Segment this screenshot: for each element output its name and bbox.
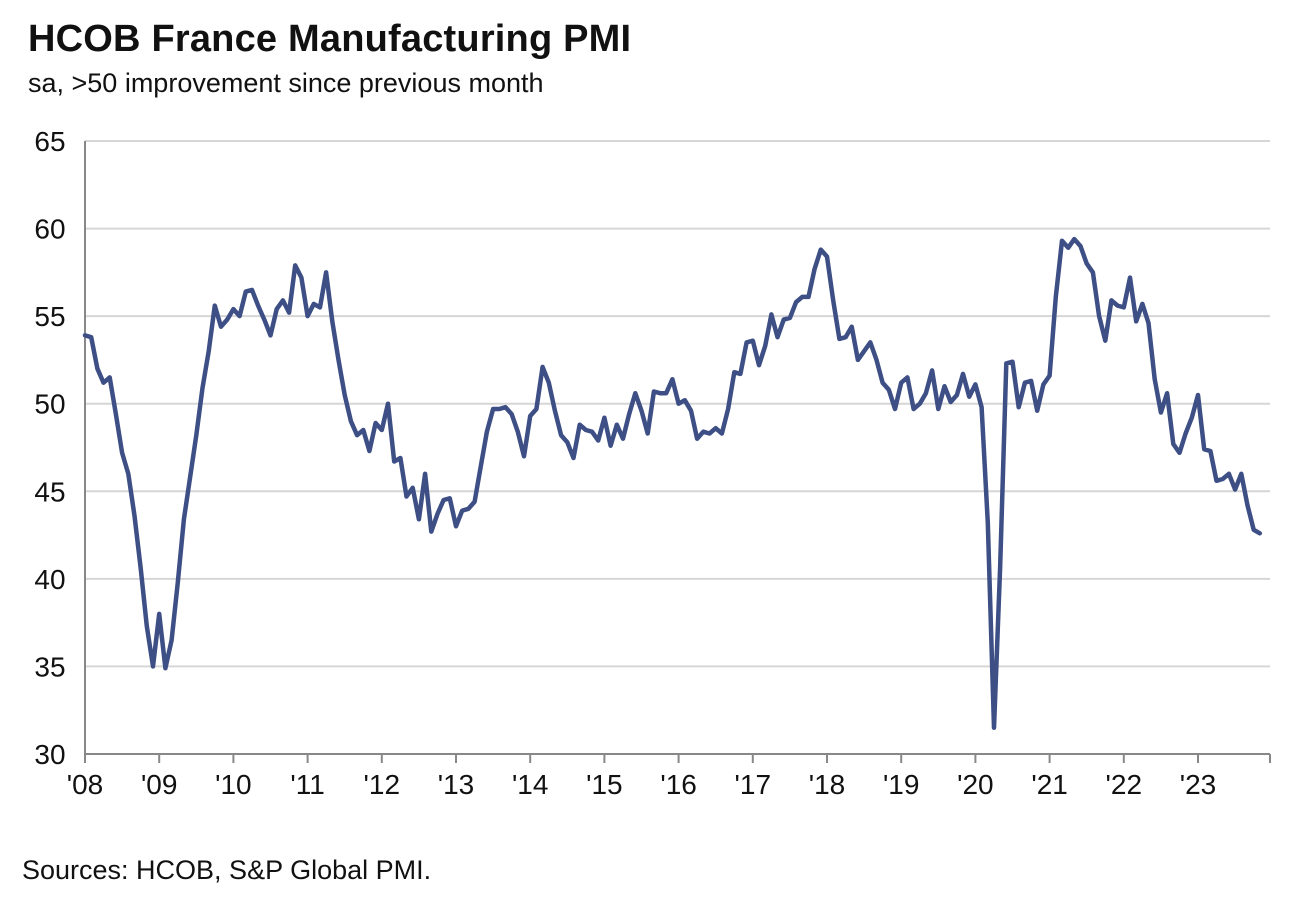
x-tick-label: '22 [1106,769,1143,800]
x-tick-label: '15 [586,769,623,800]
x-tick-label: '12 [364,769,401,800]
series-group [82,236,1263,730]
x-tick-label: '18 [809,769,846,800]
y-tick-label: 65 [34,126,65,157]
y-tick-label: 50 [34,389,65,420]
y-tick-label: 30 [34,739,65,770]
x-tick-label: '21 [1031,769,1068,800]
x-tick-label: '17 [735,769,772,800]
y-tick-label: 35 [34,651,65,682]
x-tick-label: '13 [438,769,475,800]
chart-title: HCOB France Manufacturing PMI [28,18,632,60]
y-axis-tick-labels: 65 60 55 50 45 40 35 30 [34,126,65,770]
x-tick-label: '23 [1180,769,1217,800]
x-tick-label: '19 [883,769,920,800]
gridlines [85,140,1270,668]
series-line-0 [82,236,1263,730]
x-tick-label: '08 [67,769,104,800]
x-axis-tick-labels: '08 '09 '10 '11 '12 '13 '14 '15 '16 '17 '18 '19 '20 '… [67,769,1217,800]
y-tick-label: 60 [34,214,65,245]
y-tick-label: 40 [34,564,65,595]
x-tick-label: '20 [957,769,994,800]
axes [84,141,1271,763]
y-tick-label: 55 [34,301,65,332]
x-tick-label: '16 [660,769,697,800]
x-tick-label: '14 [512,769,549,800]
chart-source: Sources: HCOB, S&P Global PMI. [22,855,432,885]
x-tick-label: '10 [215,769,252,800]
x-tick-label: '11 [290,769,324,800]
chart-subtitle: sa, >50 improvement since previous month [28,68,544,98]
x-tick-label: '09 [141,769,178,800]
y-tick-label: 45 [34,476,65,507]
